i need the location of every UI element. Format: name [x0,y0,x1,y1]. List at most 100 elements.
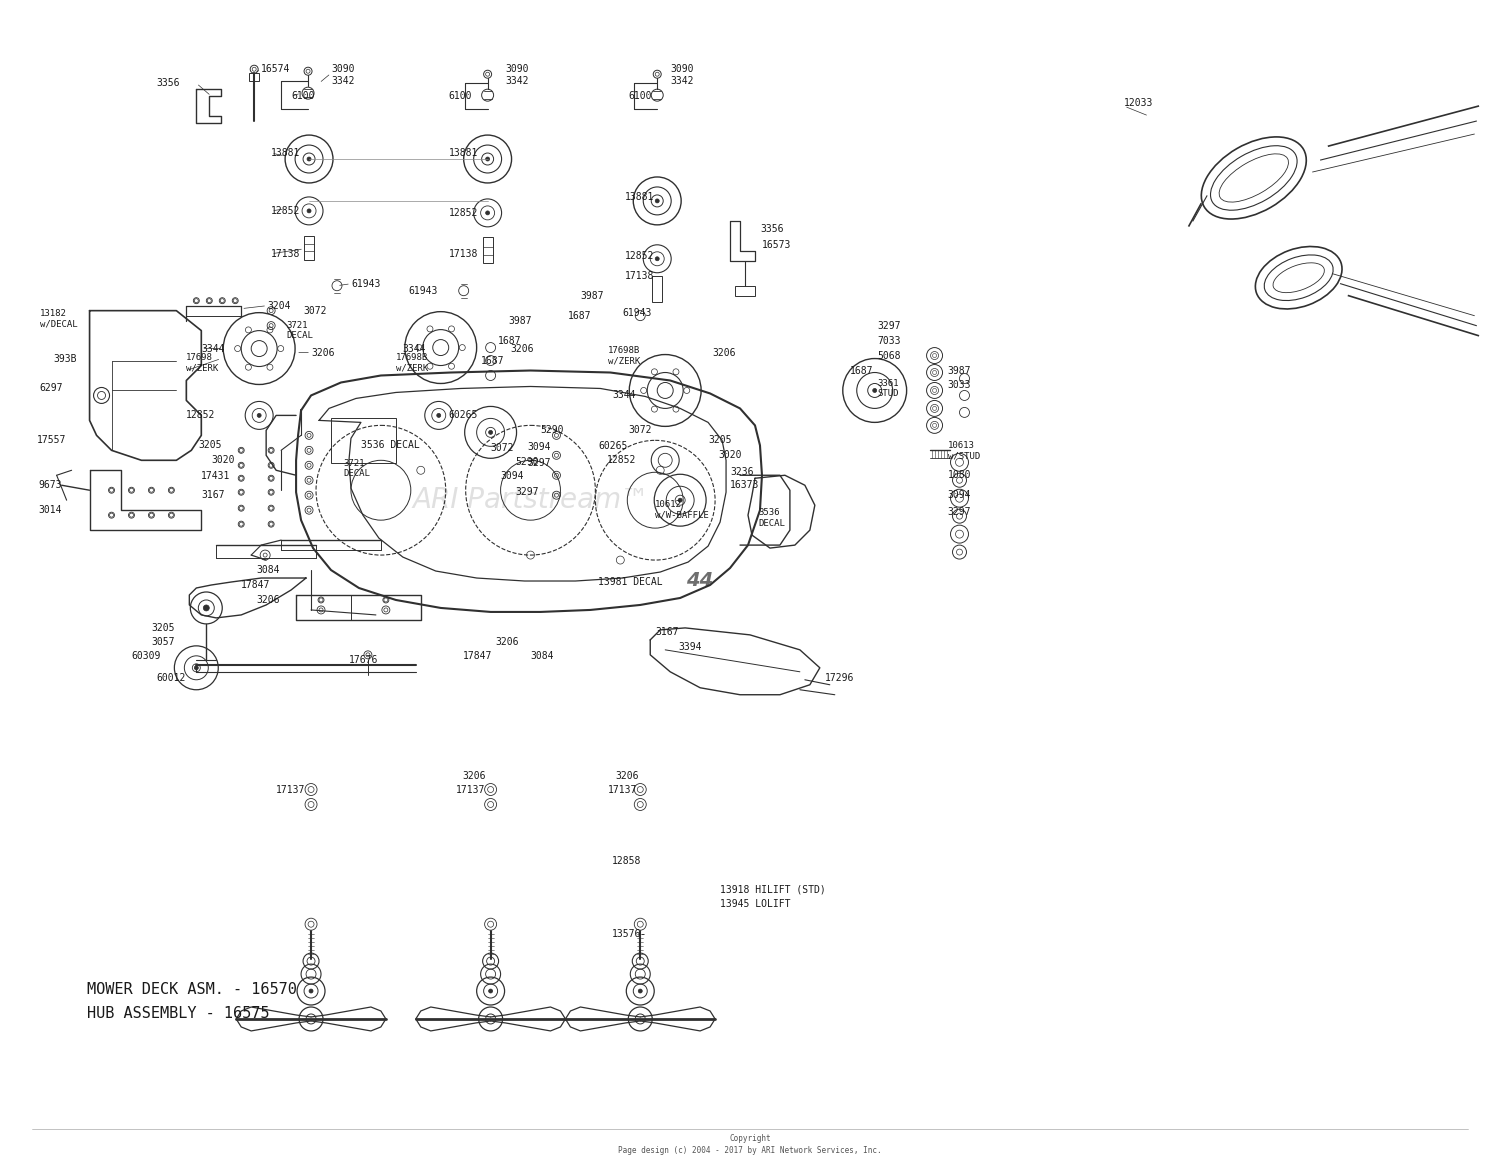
Text: 13945 LOLIFT: 13945 LOLIFT [720,900,790,909]
Text: 3094: 3094 [528,442,550,453]
Text: 3014: 3014 [39,505,62,515]
Text: 17137: 17137 [456,785,484,794]
Text: 3361
STUD: 3361 STUD [878,379,898,398]
Circle shape [489,989,492,993]
Text: 3084: 3084 [256,565,279,574]
Text: 393B: 393B [54,353,76,364]
Text: Copyright: Copyright [729,1134,771,1143]
Text: 3342: 3342 [332,76,354,87]
Circle shape [656,199,658,202]
Text: 3206: 3206 [310,347,334,358]
Text: 1687: 1687 [850,365,873,376]
Circle shape [486,157,489,161]
Text: 17431: 17431 [201,472,231,481]
Text: 1687: 1687 [567,311,591,321]
Text: 7033: 7033 [878,336,902,345]
Text: 13981 DECAL: 13981 DECAL [598,577,663,587]
Text: 3356: 3356 [760,223,783,234]
Text: 16573: 16573 [762,240,792,250]
Circle shape [256,413,261,418]
Text: 3167: 3167 [201,490,225,501]
Text: 3090: 3090 [506,64,530,74]
Text: 16574: 16574 [261,64,291,74]
Text: 3342: 3342 [670,76,693,87]
Circle shape [308,157,310,161]
Text: 3020: 3020 [211,455,236,466]
Text: HUB ASSEMBLY - 16575: HUB ASSEMBLY - 16575 [87,1006,268,1021]
Text: 17138: 17138 [448,249,478,259]
Text: 17137: 17137 [276,785,306,794]
Text: 1080: 1080 [948,470,970,480]
Circle shape [873,388,876,392]
Text: 16373: 16373 [730,480,759,490]
Text: 17557: 17557 [36,435,66,446]
Text: 3344: 3344 [404,344,426,353]
Text: 17847: 17847 [242,580,270,590]
Text: 3084: 3084 [531,651,554,661]
Text: 3072: 3072 [628,426,652,435]
Circle shape [489,431,492,434]
Text: Page design (c) 2004 - 2017 by ARI Network Services, Inc.: Page design (c) 2004 - 2017 by ARI Netwo… [618,1147,882,1155]
Text: 17676: 17676 [350,655,378,665]
Text: 12852: 12852 [448,208,478,218]
Text: 3057: 3057 [152,636,176,647]
Text: 5068: 5068 [878,351,902,360]
Text: 3987: 3987 [580,290,604,301]
Text: 3206: 3206 [256,596,279,605]
Text: 13881: 13881 [626,192,654,202]
Text: 3297: 3297 [878,321,902,331]
Text: 3342: 3342 [506,76,530,87]
Text: 6100: 6100 [291,91,315,101]
Text: 3206: 3206 [712,347,735,358]
Text: 6100: 6100 [628,91,652,101]
Text: 1687: 1687 [480,356,504,365]
Circle shape [639,989,642,993]
Text: 3094: 3094 [948,490,970,501]
Text: 3206: 3206 [510,344,534,353]
Text: 44: 44 [687,571,714,590]
Text: 10613
w/STUD: 10613 w/STUD [948,441,980,460]
Text: MOWER DECK ASM. - 16570: MOWER DECK ASM. - 16570 [87,982,297,997]
Text: 3206: 3206 [615,771,639,780]
Text: 12852: 12852 [186,411,216,420]
Text: 3205: 3205 [152,622,176,633]
Text: 3205: 3205 [198,440,222,450]
Text: 3297: 3297 [948,507,970,517]
Circle shape [436,413,441,418]
Text: 9673: 9673 [39,480,62,490]
Text: 6297: 6297 [39,384,63,393]
Text: 13182
w/DECAL: 13182 w/DECAL [39,309,78,329]
Text: 3721
DECAL: 3721 DECAL [344,459,370,479]
Text: 13881: 13881 [448,149,478,158]
Text: 3987: 3987 [509,316,532,325]
Text: 3205: 3205 [708,435,732,446]
Text: 3987: 3987 [948,365,970,376]
Text: 3094: 3094 [501,472,524,481]
Text: 5290: 5290 [516,457,538,467]
Text: 1687: 1687 [498,336,520,345]
Text: 13918 HILIFT (STD): 13918 HILIFT (STD) [720,885,827,894]
Text: 3394: 3394 [678,642,702,652]
Text: 3536
DECAL: 3536 DECAL [758,509,784,528]
Text: 3297: 3297 [516,487,538,497]
Text: 3536 DECAL: 3536 DECAL [362,440,420,450]
Text: 12033: 12033 [1124,98,1154,108]
Text: 3033: 3033 [948,380,970,391]
Text: 6100: 6100 [448,91,472,101]
Text: 12852: 12852 [626,250,654,261]
Text: 13576-: 13576- [612,929,648,940]
Circle shape [204,605,210,611]
Bar [304,236,313,260]
Text: 61943: 61943 [410,285,438,296]
Text: 3344: 3344 [201,344,225,353]
Circle shape [195,666,198,669]
Text: 60265: 60265 [448,411,478,420]
Text: 17698B
w/ZERK: 17698B w/ZERK [609,346,640,365]
Text: 61943: 61943 [622,308,651,317]
Text: 3297: 3297 [528,459,550,468]
Text: 17137: 17137 [609,785,638,794]
Text: 3090: 3090 [670,64,693,74]
Text: 3072: 3072 [303,305,327,316]
Bar [483,236,492,263]
Circle shape [656,256,658,261]
